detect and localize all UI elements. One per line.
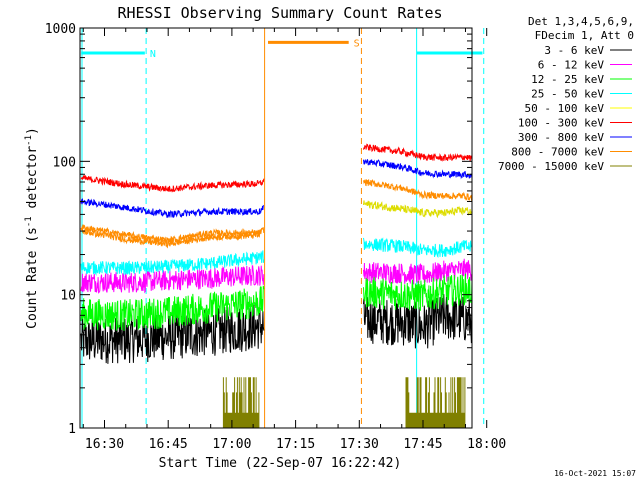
legend-label-4: 50 - 100 keV	[525, 102, 605, 115]
annotation-layer: NS	[81, 28, 485, 428]
y-axis-label-mid: detector	[25, 146, 40, 217]
x-tick-label-5: 17:45	[403, 437, 442, 452]
series-line-6-0	[80, 198, 265, 218]
legend-header-1: Det 1,3,4,5,6,9,	[528, 15, 634, 28]
x-tick-label-4: 17:30	[340, 437, 379, 452]
series-line-8-0	[80, 227, 260, 249]
y-axis-label-main: Count Rate (s	[25, 227, 40, 329]
y-axis: 1 10 100 1000	[45, 22, 472, 437]
y-tick-label-0: 1	[68, 422, 76, 437]
y-axis-label-end: )	[25, 127, 40, 135]
legend-label-5: 100 - 300 keV	[518, 117, 604, 130]
series-spikes-10-0	[222, 377, 260, 428]
y-tick-label-2: 100	[53, 155, 76, 170]
annotation-S-label: S	[354, 38, 360, 49]
series-line-6-1	[363, 158, 473, 187]
series-spikes-10-1	[405, 377, 466, 428]
timestamp: 16-Oct-2021 15:07	[554, 469, 636, 478]
plot-frame	[79, 27, 473, 429]
x-axis-label: Start Time (22-Sep-07 16:22:42)	[159, 456, 402, 471]
y-axis-label: Count Rate (s-1 detector-1)	[24, 127, 40, 329]
x-tick-label-6: 18:00	[467, 437, 506, 452]
legend-label-6: 300 - 800 keV	[518, 131, 604, 144]
x-tick-label-1: 16:45	[149, 437, 188, 452]
series-line-9-1	[363, 200, 473, 223]
legend: Det 1,3,4,5,6,9, FDecim 1, Att 0 3 - 6 k…	[498, 15, 634, 173]
legend-header-2: FDecim 1, Att 0	[535, 29, 634, 42]
series-line-3-1	[363, 237, 473, 259]
y-tick-label-1: 10	[60, 289, 76, 304]
x-tick-label-0: 16:30	[85, 437, 124, 452]
series-line-5-0	[80, 175, 265, 193]
x-tick-label-2: 17:00	[212, 437, 251, 452]
y-axis-label-sup2: -1	[24, 135, 34, 146]
legend-label-0: 3 - 6 keV	[544, 44, 604, 57]
legend-label-1: 6 - 12 keV	[538, 59, 605, 72]
legend-label-3: 25 - 50 keV	[531, 88, 604, 101]
x-axis: 16:30 16:45 17:00 17:15 17:30 17:45 18:00	[82, 28, 506, 452]
series-line-3-0	[80, 250, 265, 276]
legend-label-2: 12 - 25 keV	[531, 73, 604, 86]
series-line-1-0	[80, 265, 265, 294]
series-line-1-1	[363, 258, 473, 285]
y-tick-label-3: 1000	[45, 22, 76, 37]
series-layer	[80, 143, 473, 428]
legend-label-7: 800 - 7000 keV	[511, 146, 604, 159]
legend-label-10: 7000 - 15000 keV	[498, 160, 604, 173]
annotation-N-label: N	[150, 49, 156, 60]
series-line-7-0	[80, 224, 265, 245]
series-line-2-0	[80, 285, 265, 331]
y-axis-label-sup1: -1	[24, 216, 34, 227]
x-tick-label-3: 17:15	[276, 437, 315, 452]
chart-title: RHESSI Observing Summary Count Rates	[117, 4, 442, 22]
